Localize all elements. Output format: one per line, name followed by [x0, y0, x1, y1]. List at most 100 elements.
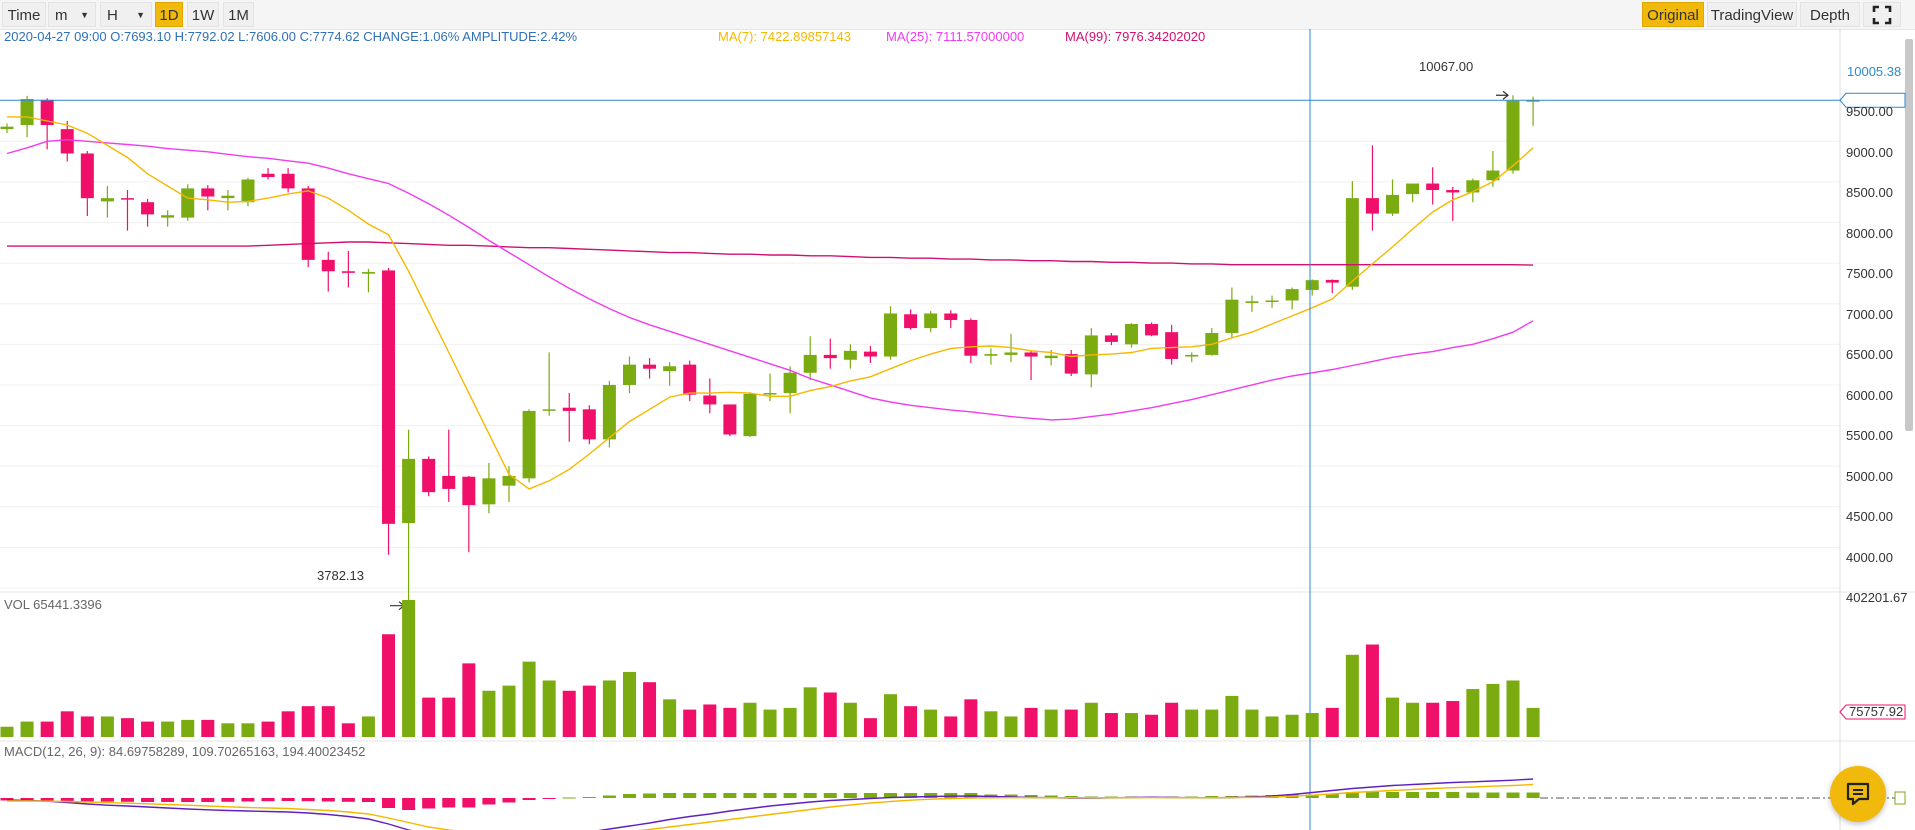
macd-bar	[0, 798, 14, 801]
volume-bar	[1526, 707, 1540, 737]
candle-body	[60, 129, 74, 154]
macd-bar	[703, 793, 717, 798]
macd-bar	[904, 793, 918, 798]
price-chart[interactable]	[0, 29, 1915, 830]
fullscreen-button[interactable]	[1863, 2, 1901, 27]
candle-body	[743, 393, 757, 437]
volume-bar	[1064, 709, 1078, 737]
macd-bar	[1024, 795, 1038, 798]
volume-bar	[1386, 697, 1400, 737]
price-tick: 5000.00	[1846, 469, 1893, 484]
macd-bar	[783, 793, 797, 798]
macd-bar	[663, 793, 677, 798]
candle-body	[120, 198, 134, 200]
macd-bar	[241, 798, 255, 802]
chat-button[interactable]	[1830, 766, 1886, 822]
macd-bar	[482, 798, 496, 805]
macd-bar	[321, 798, 335, 802]
macd-bar	[622, 794, 636, 798]
volume-bar	[462, 663, 476, 737]
view-tradingview-tab[interactable]: TradingView	[1707, 2, 1797, 27]
candle-body	[683, 364, 697, 395]
volume-bar	[723, 707, 737, 737]
volume-bar	[402, 600, 416, 737]
candle-body	[442, 475, 456, 489]
candle-body	[723, 404, 737, 435]
candle-body	[1285, 289, 1299, 301]
volume-bar	[703, 704, 717, 737]
minute-select[interactable]: m ▼	[48, 2, 96, 27]
macd-bar	[1446, 792, 1460, 798]
ma25-line	[6, 138, 1534, 421]
macd-bar	[60, 798, 74, 801]
view-depth-tab[interactable]: Depth	[1800, 2, 1860, 27]
candle-body	[843, 350, 857, 360]
macd-bar	[1365, 792, 1379, 798]
macd-bar	[823, 793, 837, 798]
high-arrow-icon	[1496, 90, 1509, 100]
chart-toolbar: Time m ▼ H ▼ 1D 1W 1M Original TradingVi…	[0, 0, 1915, 30]
volume-bar	[141, 721, 155, 737]
candle-body	[783, 372, 797, 394]
candle-body	[1185, 354, 1199, 357]
ma25-readout: MA(25): 7111.57000000	[886, 29, 1025, 44]
volume-bar	[40, 721, 54, 737]
volume-readout: VOL 65441.3396	[4, 597, 102, 612]
candle-body	[1024, 352, 1038, 357]
interval-1w-button[interactable]: 1W	[187, 2, 219, 27]
candle-body	[663, 366, 677, 372]
macd-bar	[763, 793, 777, 798]
volume-bar	[361, 716, 375, 737]
macd-bar	[422, 798, 436, 809]
ma99-readout: MA(99): 7976.34202020	[1065, 29, 1206, 44]
candle-body	[522, 410, 536, 479]
candle-body	[964, 319, 978, 356]
candle-body	[622, 364, 636, 385]
view-original-tab[interactable]: Original	[1642, 2, 1704, 27]
macd-bar	[803, 793, 817, 798]
candle-body	[1386, 194, 1400, 214]
macd-bar	[1305, 794, 1319, 798]
candle-body	[703, 395, 717, 405]
macd-bar	[361, 798, 375, 802]
volume-bar	[1345, 654, 1359, 737]
macd-bar	[743, 793, 757, 798]
candle-body	[422, 458, 436, 493]
volume-bar	[120, 718, 134, 737]
candle-body	[643, 364, 657, 369]
candle-body	[1044, 355, 1058, 359]
volume-current-tag	[1839, 704, 1906, 720]
candle-body	[261, 173, 275, 178]
macd-bar	[261, 798, 275, 802]
volume-bar	[1044, 709, 1058, 737]
candle-body	[402, 458, 416, 524]
candle-body	[341, 271, 355, 273]
price-tick: 5500.00	[1846, 428, 1893, 443]
volume-bar	[1225, 695, 1239, 737]
candle-body	[221, 195, 235, 199]
volume-bar	[442, 697, 456, 737]
interval-1d-button[interactable]: 1D	[155, 2, 183, 27]
volume-bar	[382, 634, 396, 737]
macd-bar	[1506, 792, 1520, 798]
current-price-tag	[1839, 92, 1906, 108]
macd-bar	[884, 793, 898, 798]
hour-select[interactable]: H ▼	[100, 2, 152, 27]
candle-body	[181, 188, 195, 218]
ma7-readout: MA(7): 7422.89857143	[718, 29, 851, 44]
macd-bar	[1325, 793, 1339, 798]
interval-1m-button[interactable]: 1M	[223, 2, 254, 27]
candle-body	[1426, 183, 1440, 191]
candle-body	[502, 475, 516, 486]
candle-body	[482, 478, 496, 505]
candle-body	[1325, 279, 1339, 283]
volume-bar	[823, 692, 837, 737]
time-button[interactable]: Time	[2, 2, 46, 27]
volume-bar	[743, 702, 757, 737]
volume-bar	[241, 723, 255, 737]
macd-bar	[181, 798, 195, 802]
macd-bar	[120, 798, 134, 802]
volume-bar	[1305, 713, 1319, 737]
macd-bar	[1406, 792, 1420, 798]
candle-body	[1365, 198, 1379, 214]
